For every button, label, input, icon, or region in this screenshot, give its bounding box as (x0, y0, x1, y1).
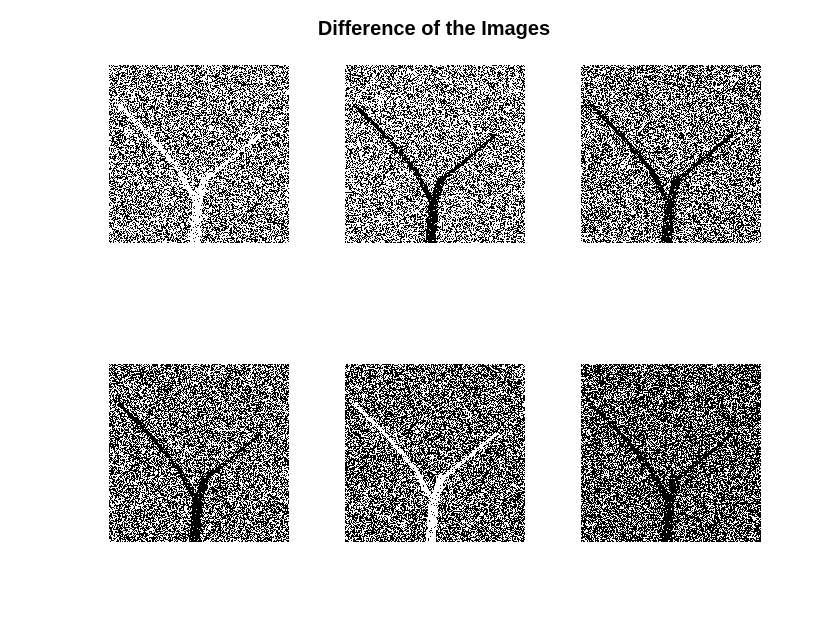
difference-image-5 (345, 364, 525, 542)
difference-image-6 (581, 364, 761, 542)
difference-image-1 (109, 65, 289, 243)
figure-title: Difference of the Images (317, 18, 551, 40)
difference-image-2 (345, 65, 525, 243)
difference-image-3 (581, 65, 761, 243)
difference-image-4 (109, 364, 289, 542)
